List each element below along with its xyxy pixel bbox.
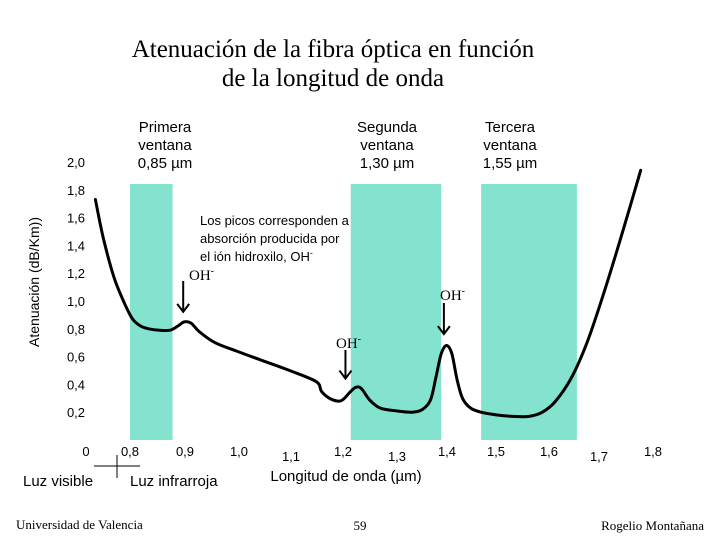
- x-axis-label: Longitud de onda (µm): [270, 468, 421, 485]
- x-tick-label: 1,6: [540, 444, 558, 459]
- window-2-line3: 1,30 µm: [360, 155, 415, 172]
- oh-label-3-sup: -: [462, 286, 465, 297]
- oh-arrows: [176, 281, 451, 381]
- luz-infrarroja-label: Luz infrarroja: [130, 473, 218, 490]
- oh-label-1: OH-: [189, 266, 214, 284]
- y-tick-label: 1,8: [67, 183, 85, 198]
- chart-title-line2: de la longitud de onda: [222, 65, 444, 92]
- y-tick-label: 0,6: [67, 350, 85, 365]
- y-tick-label: 1,2: [67, 266, 85, 281]
- x-tick-label: 1,7: [590, 449, 608, 464]
- x-tick-label: 1,3: [388, 449, 406, 464]
- window-3-line1: Tercera: [485, 119, 536, 136]
- footer-author: Rogelio Montañana: [601, 518, 704, 533]
- window-1-line3: 0,85 µm: [138, 155, 193, 172]
- oh-label-1-sup: -: [211, 266, 214, 277]
- annotation-line3-sup: -: [310, 248, 313, 258]
- window-label-2: Segunda ventana 1,30 µm: [357, 119, 418, 172]
- window-label-3: Tercera ventana 1,55 µm: [483, 119, 538, 172]
- footer-university: Universidad de Valencia: [16, 517, 143, 532]
- attenuation-curve: [93, 168, 643, 419]
- window-3-line2: ventana: [483, 137, 537, 154]
- window-band-2: [350, 184, 442, 440]
- annotation-line3-text: el ión hidroxilo, OH: [200, 249, 310, 264]
- y-tick-label: 2,0: [67, 155, 85, 170]
- oh-label-2: OH-: [336, 334, 361, 352]
- window-1-line1: Primera: [139, 119, 192, 136]
- x-tick-label: 1,5: [487, 444, 505, 459]
- x-tick-label: 1,0: [230, 444, 248, 459]
- x-tick-labels: 0 0,8 0,9 1,0 1,1 1,2 1,3 1,4 1,5 1,6 1,7 1,8: [82, 444, 662, 464]
- x-tick-label: 0,8: [121, 444, 139, 459]
- oh-annotation: Los picos corresponden a absorción produ…: [200, 213, 350, 264]
- footer-page-number: 59: [354, 518, 367, 533]
- window-3-line3: 1,55 µm: [483, 155, 538, 172]
- oh-label-1-text: OH: [189, 268, 211, 284]
- y-axis-label: Atenuación (dB/Km)): [26, 217, 42, 347]
- window-bands: [130, 184, 577, 440]
- y-tick-labels: 0,2 0,4 0,6 0,8 1,0 1,2 1,4 1,6 1,8 2,0: [67, 155, 85, 420]
- x-tick-label: 1,4: [438, 444, 456, 459]
- window-band-3: [481, 184, 577, 440]
- x-tick-label: 1,2: [334, 444, 352, 459]
- x-tick-label: 0: [82, 444, 89, 459]
- oh-arrow-3: [437, 303, 451, 336]
- x-tick-label: 1,8: [644, 444, 662, 459]
- y-tick-label: 0,2: [67, 405, 85, 420]
- window-2-line2: ventana: [360, 137, 414, 154]
- x-tick-label: 0,9: [176, 444, 194, 459]
- annotation-line2: absorción producida por: [200, 231, 340, 246]
- y-tick-label: 1,0: [67, 294, 85, 309]
- window-band-1: [130, 184, 173, 440]
- chart-title-line1: Atenuación de la fibra óptica en función: [132, 36, 535, 63]
- oh-arrow-1: [176, 281, 190, 314]
- y-tick-label: 0,4: [67, 377, 85, 392]
- annotation-line3: el ión hidroxilo, OH-: [200, 248, 313, 264]
- oh-label-2-sup: -: [358, 334, 361, 345]
- window-label-1: Primera ventana 0,85 µm: [138, 119, 193, 172]
- window-2-line1: Segunda: [357, 119, 418, 136]
- oh-label-2-text: OH: [336, 336, 358, 352]
- x-tick-label: 1,1: [282, 449, 300, 464]
- window-1-line2: ventana: [138, 137, 192, 154]
- oh-arrow-2: [338, 350, 353, 381]
- oh-label-3-text: OH: [440, 288, 462, 304]
- y-tick-label: 1,4: [67, 238, 85, 253]
- y-tick-label: 1,6: [67, 211, 85, 226]
- oh-label-3: OH-: [440, 286, 465, 304]
- luz-visible-label: Luz visible: [23, 473, 93, 490]
- y-tick-label: 0,8: [67, 322, 85, 337]
- annotation-line1: Los picos corresponden a: [200, 213, 350, 228]
